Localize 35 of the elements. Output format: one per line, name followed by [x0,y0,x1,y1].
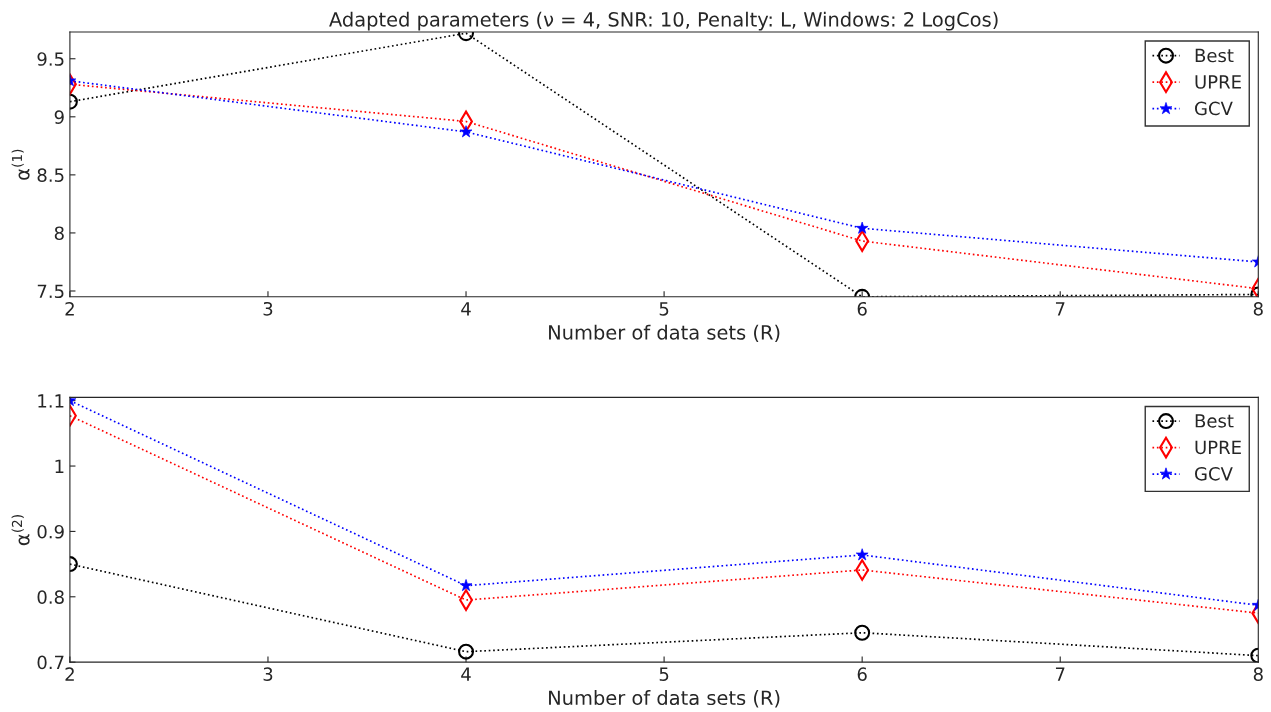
y-tick-label: 7.5 [37,284,64,299]
x-tick-label: 8 [1253,667,1263,681]
legend-label: GCV [1195,101,1233,116]
x-tick-label: 2 [65,301,74,316]
x-axis-title: Number of data sets (R) [549,690,780,708]
x-tick-label: 6 [857,301,867,316]
x-tick-label: 4 [461,667,471,681]
y-axis-title: α$^{(1)}$ [11,149,30,180]
x-tick-label: 5 [659,667,669,681]
y-tick-label: 9.5 [37,52,64,66]
y-tick-label: 0.7 [37,655,64,670]
legend-label: Best [1195,414,1234,428]
chart-title: Adapted parameters (ν = 4, SNR: 10, Penalty: L, Windows: 2 LogCos) [329,11,998,31]
y-tick-label: 1.1 [38,394,64,408]
legend-label: UPRE [1195,440,1241,455]
x-tick-label: 2 [65,667,74,681]
x-tick-label: 3 [263,301,273,316]
y-tick-label: 8.5 [37,168,64,182]
x-tick-label: 3 [263,667,273,681]
y-axis-title: α$^{(2)}$ [11,515,30,546]
x-tick-label: 4 [461,302,471,316]
x-tick-label: 6 [857,667,867,681]
x-axis-title: Number of data sets (R) [549,324,780,343]
y-tick-label: 9 [54,110,64,124]
x-tick-label: 8 [1253,301,1263,316]
y-tick-label: 8 [54,226,64,241]
legend-label: UPRE [1195,75,1241,89]
x-tick-label: 7 [1055,302,1065,316]
y-tick-label: 0.9 [37,524,64,539]
legend-label: Best [1195,48,1234,63]
legend-label: GCV [1195,466,1233,481]
x-tick-label: 5 [659,302,669,316]
x-tick-label: 7 [1055,667,1065,681]
y-tick-label: 0.8 [37,590,64,604]
y-tick-label: 1 [55,459,64,473]
